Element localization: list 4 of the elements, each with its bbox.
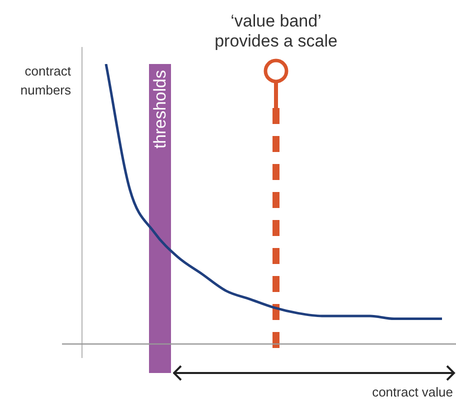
annotation: thresholds (150, 70, 170, 148)
y-axis-title: contract numbers (20, 64, 72, 98)
text: ‘value band’ provides a scale (214, 12, 338, 51)
x-axis-title: contract value (372, 384, 453, 400)
